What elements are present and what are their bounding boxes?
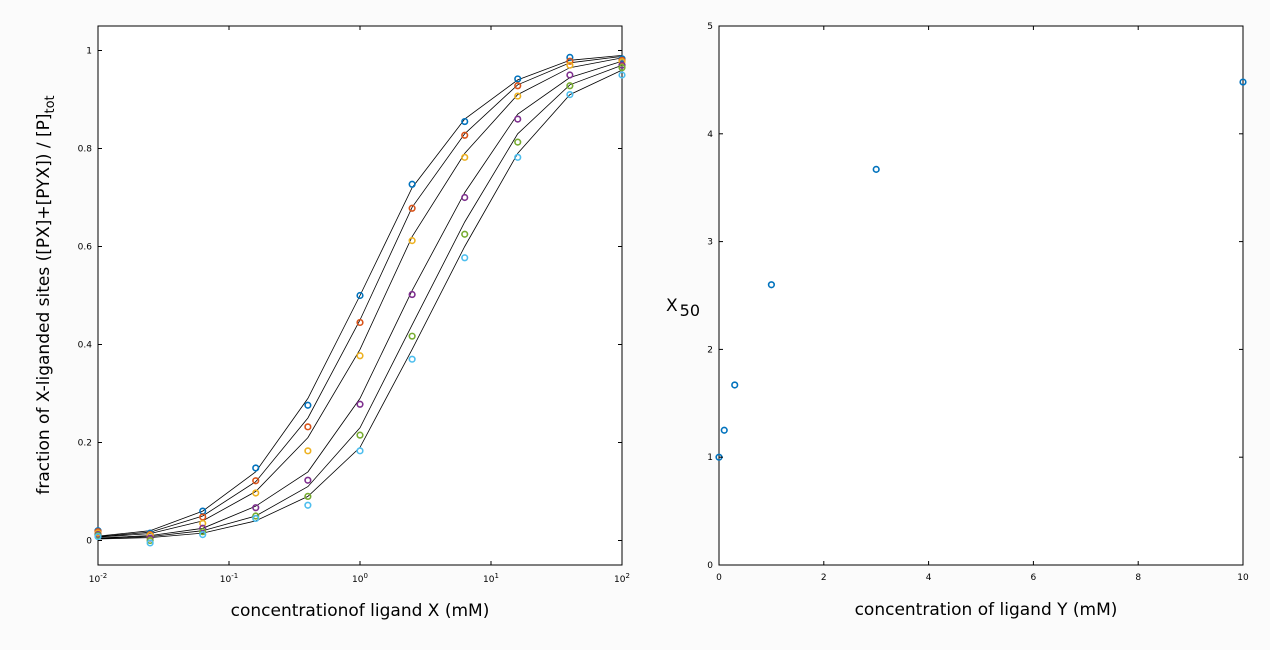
series-4-point <box>408 290 416 299</box>
x50-point <box>1239 78 1247 86</box>
left-y-tick-label: 0 <box>86 537 92 547</box>
series-6-point <box>461 254 469 262</box>
series-5-point <box>566 82 574 90</box>
right-y-ticks: 0 1 2 3 4 5 <box>707 22 1243 571</box>
left-y-tick-label: 0.2 <box>78 439 92 449</box>
right-y-tick-label: 4 <box>707 130 713 140</box>
left-chart: 10-2 10-1 100 101 102 0 0.2 0.4 0.6 0.8 1 concent… <box>34 25 630 621</box>
series-6-point <box>356 447 364 455</box>
series-2-point <box>252 477 260 485</box>
right-x-tick-label: 4 <box>926 573 932 583</box>
series-6-point <box>199 531 207 539</box>
series-5-point <box>618 64 626 72</box>
series-5-point <box>304 492 312 501</box>
series-2-point <box>514 82 522 90</box>
series-1-point <box>514 75 522 83</box>
left-x-axis-label: concentrationof ligand X (mM) <box>231 601 490 621</box>
left-x-ticks: 10-2 10-1 100 101 102 <box>89 26 630 585</box>
x50-point <box>767 281 776 289</box>
series-3-point <box>356 352 364 360</box>
series-3-point <box>566 61 574 69</box>
series-1-point <box>566 53 574 61</box>
series-2-point <box>461 131 469 139</box>
series-4-point <box>304 476 312 484</box>
series-5-point <box>461 230 469 238</box>
series-2-point <box>408 204 416 212</box>
series-3-point <box>461 153 469 161</box>
series-3-point <box>252 489 260 497</box>
series-4-point <box>461 193 469 202</box>
left-x-tick-label: 101 <box>483 572 499 585</box>
series-1-point <box>408 180 416 188</box>
fit-curve-5 <box>97 64 623 539</box>
series-6-point <box>408 355 416 363</box>
series-6-point <box>304 501 312 509</box>
series-4-point <box>566 71 574 79</box>
right-data-points <box>715 78 1247 461</box>
series-6-point <box>618 71 626 79</box>
left-x-tick-label: 10-2 <box>89 572 107 585</box>
right-x-tick-label: 0 <box>716 573 722 583</box>
x50-point <box>731 381 739 389</box>
left-y-axis-label: fraction of X-liganded sites ([PX]+[PYX]… <box>34 95 58 494</box>
left-y-tick-label: 0.8 <box>78 145 93 155</box>
right-x-axis-label: concentration of ligand Y (mM) <box>855 600 1118 620</box>
series-4-point <box>514 115 522 123</box>
right-x-tick-label: 8 <box>1135 573 1141 583</box>
series-4-point <box>252 504 260 512</box>
right-y-tick-label: 2 <box>707 345 713 355</box>
series-3-point <box>304 447 312 455</box>
left-y-ticks: 0 0.2 0.4 0.6 0.8 1 <box>78 47 622 547</box>
series-5-point <box>252 512 260 520</box>
right-y-tick-label: 1 <box>707 453 713 463</box>
series-3-point <box>514 92 522 100</box>
series-5-point <box>356 431 364 439</box>
left-x-tick-label: 10-1 <box>220 572 238 585</box>
right-y-axis-label: X 50 <box>666 296 700 320</box>
fit-curve-3 <box>97 57 623 538</box>
fit-curve-1 <box>97 55 623 537</box>
left-y-tick-label: 1 <box>86 47 92 57</box>
series-1-point <box>461 117 469 126</box>
series-6-point <box>146 539 154 547</box>
series-2-point <box>566 57 574 65</box>
series-6-point <box>252 514 260 523</box>
right-x-ticks: 0 2 4 6 8 10 <box>716 26 1249 583</box>
right-x-tick-label: 10 <box>1237 573 1249 583</box>
series-1-point <box>252 464 260 472</box>
series-3-point <box>408 237 416 245</box>
x50-point <box>872 165 880 173</box>
series-6-point <box>566 90 574 99</box>
right-y-tick-label: 0 <box>707 561 713 571</box>
fit-curve-4 <box>97 60 623 539</box>
left-x-tick-label: 100 <box>352 572 368 585</box>
series-6-point <box>514 153 522 161</box>
series-4-point <box>356 400 364 408</box>
series-6-point <box>94 532 102 541</box>
right-x-tick-label: 6 <box>1031 573 1037 583</box>
series-1-point <box>304 401 312 409</box>
series-2-point <box>304 423 312 431</box>
series-2-point <box>356 318 364 327</box>
left-y-tick-label: 0.6 <box>78 243 93 253</box>
series-5-point <box>199 528 207 536</box>
right-y-tick-label: 5 <box>707 22 713 32</box>
left-data-points <box>94 53 626 547</box>
series-1-point <box>356 291 364 300</box>
right-y-tick-label: 3 <box>707 238 713 248</box>
series-5-point <box>408 332 416 340</box>
series-5-point <box>146 536 154 545</box>
left-y-tick-label: 0.4 <box>78 341 93 351</box>
series-4-point <box>618 61 626 69</box>
series-5-point <box>514 138 522 146</box>
left-x-tick-label: 102 <box>614 572 630 585</box>
right-chart: 0 2 4 6 8 10 0 1 2 3 4 5 concentration of ligand Y… <box>666 22 1249 620</box>
right-x-tick-label: 2 <box>821 573 827 583</box>
x50-point <box>720 426 728 434</box>
right-plot-area <box>718 25 1244 566</box>
